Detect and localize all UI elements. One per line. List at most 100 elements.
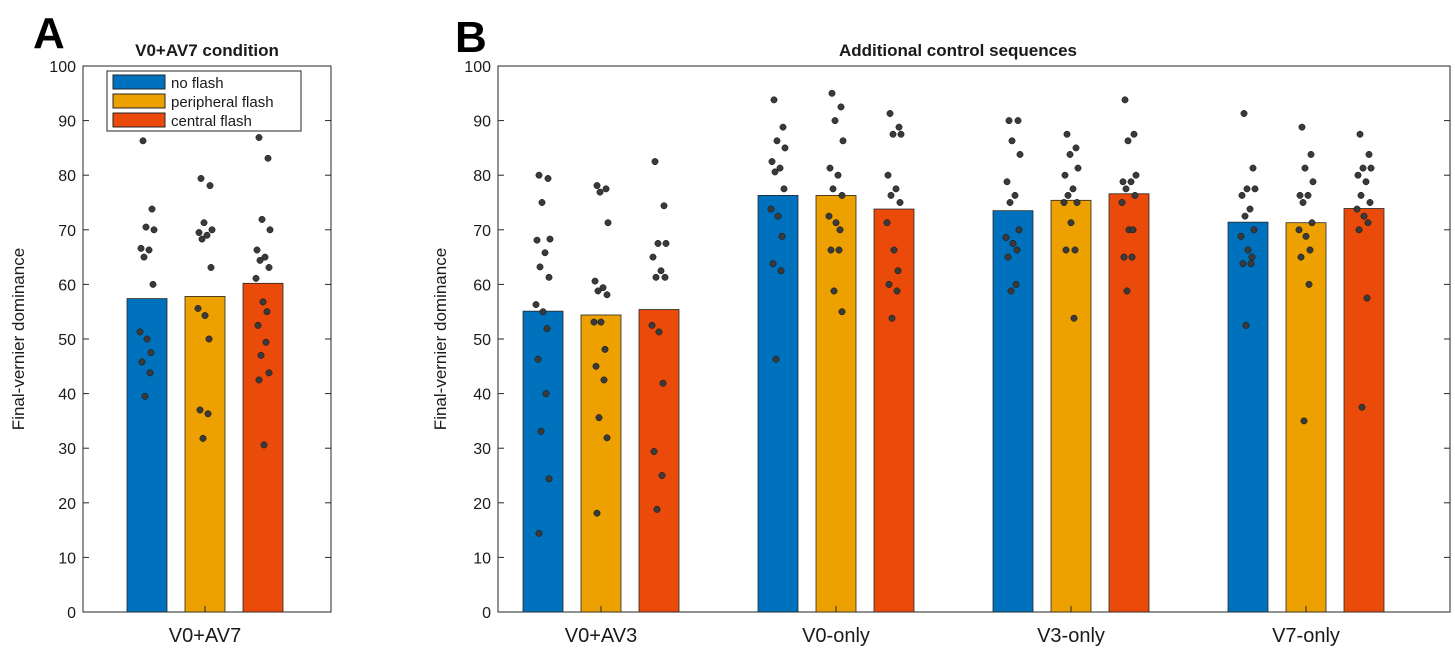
panel-a-categories: V0+AV7 [169,606,241,647]
y-tick-label: 30 [473,441,491,458]
data-point [1013,246,1021,254]
data-point [1357,191,1365,199]
data-point [260,441,268,449]
panel-b-y-ticks: 0 10 20 30 40 50 60 70 80 90 100 [464,59,1450,622]
data-point [255,376,263,384]
data-point [1309,178,1317,186]
data-point [890,246,898,254]
bar [1227,221,1269,613]
bar [638,309,680,613]
data-point [150,226,158,234]
data-point [1120,253,1128,261]
data-point [893,287,901,295]
data-point [831,117,839,125]
panel-a-bars [126,282,284,613]
data-point [1006,199,1014,206]
data-point [1306,246,1314,254]
data-point [897,130,905,138]
data-point [1244,246,1252,254]
panel-b-categories: V0+AV3 V0-only V3-only V7-only [565,606,1340,647]
x-tick-label: V0+AV7 [169,625,241,647]
data-point [1366,199,1374,206]
data-point [1072,144,1080,152]
data-point [138,358,146,366]
y-tick-label: 10 [58,550,76,567]
data-point [147,349,155,357]
data-point [256,256,264,264]
data-point [263,308,271,316]
y-tick-label: 50 [473,332,491,349]
data-point [1122,185,1130,193]
data-point [1308,219,1316,227]
bar [1285,222,1327,613]
data-point [778,232,786,240]
data-point [254,321,262,329]
data-point [1073,199,1081,206]
data-point [1003,178,1011,186]
data-point [1251,185,1259,193]
bar [184,296,226,613]
x-tick-label: V7-only [1272,625,1340,647]
data-point [826,164,834,172]
data-point [1131,191,1139,199]
data-point [779,123,787,131]
data-point [1237,232,1245,240]
data-point [594,287,602,295]
data-point [777,267,785,275]
data-point [1007,287,1015,295]
data-point [649,253,657,261]
data-point [1249,164,1257,172]
bar [815,195,857,613]
panel-a-y-label: Final-vernier dominance [9,248,28,430]
data-point [652,273,660,281]
data-point [149,280,157,288]
panel-b: B Additional control sequences 0 10 20 30 40… [431,13,1451,647]
data-point [136,328,144,336]
legend: no flash peripheral flash central flash [106,70,302,132]
y-tick-label: 0 [482,605,491,622]
data-point [773,137,781,145]
y-tick-label: 0 [67,605,76,622]
data-point [140,253,148,261]
y-tick-label: 60 [473,277,491,294]
data-point [654,240,662,247]
data-point [541,249,549,257]
y-tick-label: 90 [473,114,491,131]
data-point [769,260,777,268]
data-point [207,264,215,271]
data-point [1129,226,1137,234]
data-point [266,226,274,234]
data-point [895,123,903,131]
data-point [660,202,668,210]
data-point [1067,219,1075,227]
data-point [546,235,554,243]
data-point [545,273,553,281]
data-point [886,110,894,117]
y-tick-label: 100 [49,59,76,76]
data-point [1014,117,1022,125]
data-point [603,291,611,299]
data-point [655,328,663,336]
data-point [883,219,891,227]
data-point [1305,280,1313,288]
data-point [1241,212,1249,220]
data-point [1015,226,1023,234]
legend-swatch-central-flash [112,112,166,128]
data-point [208,226,216,234]
data-point [253,246,261,254]
data-point [825,212,833,220]
data-point [603,434,611,442]
data-point [1002,233,1010,241]
data-point [772,355,780,363]
y-tick-label: 40 [58,387,76,404]
data-point [534,355,542,363]
data-point [889,130,897,138]
data-point [1300,417,1308,425]
data-point [836,226,844,234]
data-point [1118,199,1126,206]
data-point [1008,137,1016,145]
y-tick-label: 30 [58,441,76,458]
data-point [259,298,267,306]
y-tick-label: 100 [464,59,491,76]
data-point [838,191,846,199]
